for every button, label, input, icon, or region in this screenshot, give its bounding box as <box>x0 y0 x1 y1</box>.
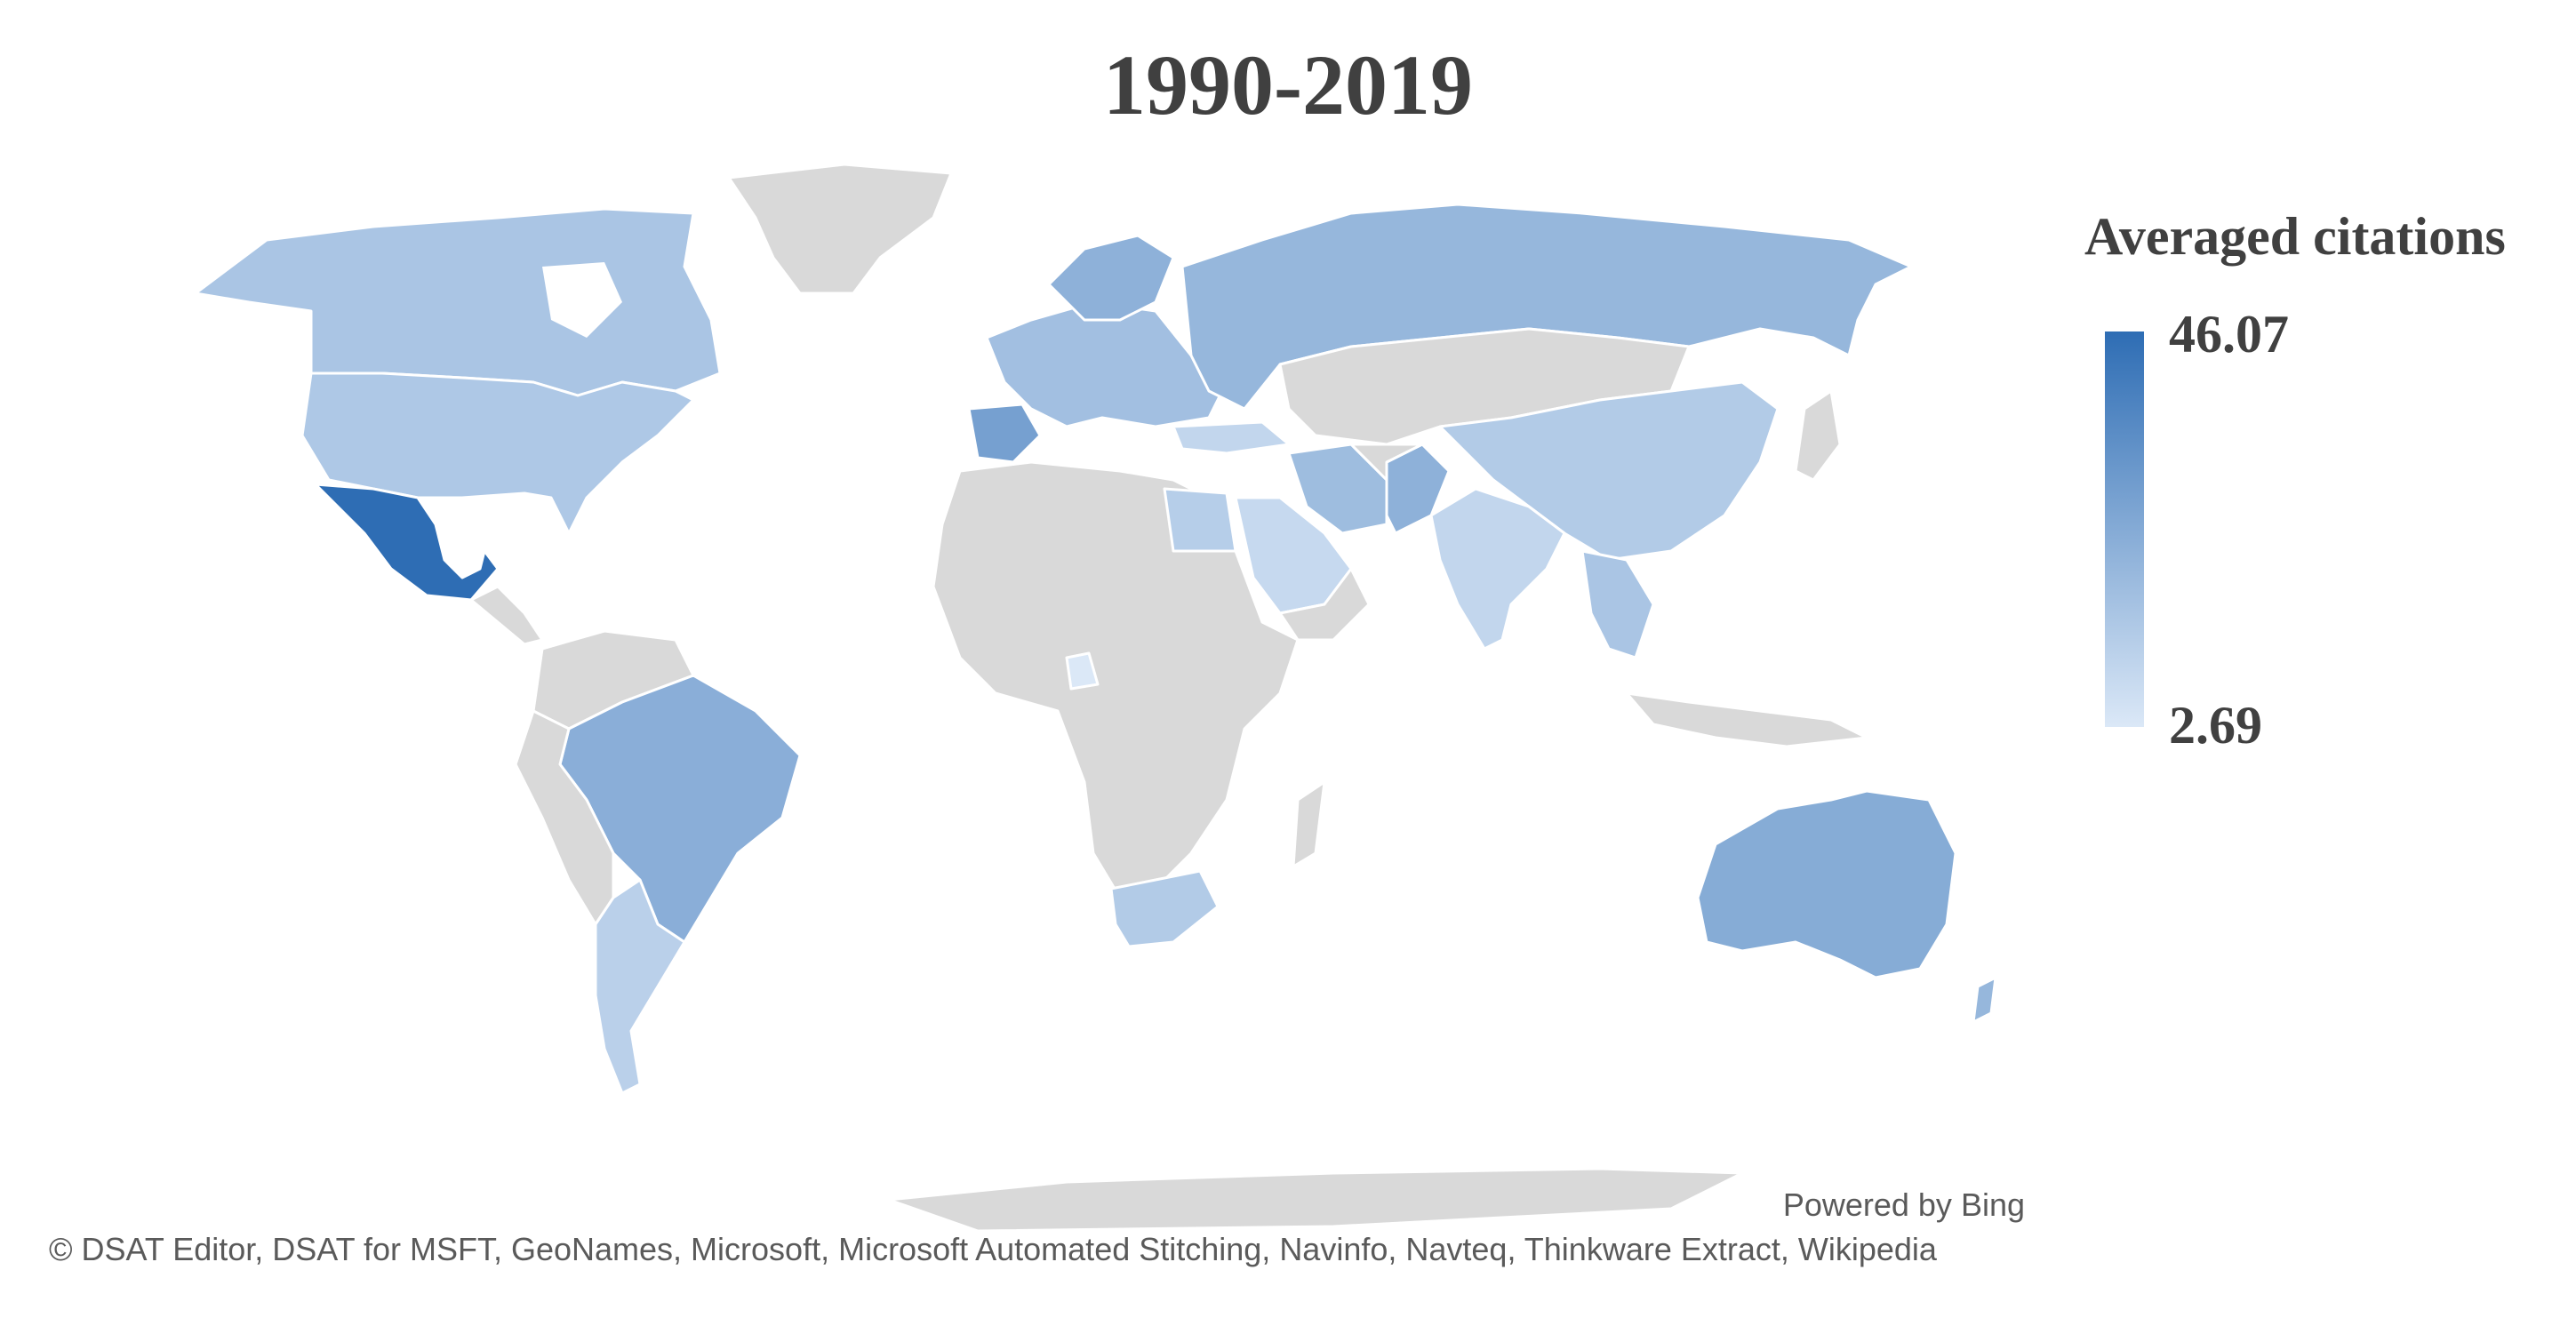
region-madagascar <box>1292 780 1326 868</box>
region-cameroon[interactable] <box>1065 651 1100 691</box>
region-africa <box>932 460 1300 899</box>
region-spain[interactable] <box>967 403 1042 464</box>
map-title: 1990-2019 <box>1103 37 1473 132</box>
region-india[interactable] <box>1429 487 1566 651</box>
region-afghanistan <box>1349 443 1424 482</box>
region-egypt[interactable] <box>1163 487 1237 553</box>
region-turkey[interactable] <box>1172 420 1291 455</box>
region-russia[interactable] <box>1180 203 1913 411</box>
region-indonesia <box>1625 691 1868 748</box>
region-new-zealand[interactable] <box>1972 976 1997 1024</box>
hudson-bay <box>542 262 622 338</box>
region-central-america <box>469 585 544 646</box>
legend-title: Averaged citations <box>2084 207 2506 266</box>
region-australia[interactable] <box>1696 789 1957 979</box>
region-southeast-asia[interactable] <box>1580 549 1655 659</box>
region-greenland <box>727 163 953 295</box>
legend-max-label: 46.07 <box>2169 305 2289 363</box>
attribution-text: © DSAT Editor, DSAT for MSFT, GeoNames, … <box>49 1231 1937 1267</box>
region-japan[interactable] <box>1794 389 1842 482</box>
region-argentina[interactable] <box>594 878 686 1095</box>
region-scandinavia[interactable] <box>1047 234 1175 322</box>
region-antarctica <box>887 1167 1744 1233</box>
region-canada[interactable] <box>194 207 722 397</box>
region-mexico[interactable] <box>314 483 500 602</box>
powered-by-text: Powered by Bing <box>1782 1186 2025 1223</box>
region-south-africa[interactable] <box>1109 869 1220 948</box>
legend-color-bar <box>2105 331 2144 727</box>
legend-min-label: 2.69 <box>2169 696 2262 755</box>
